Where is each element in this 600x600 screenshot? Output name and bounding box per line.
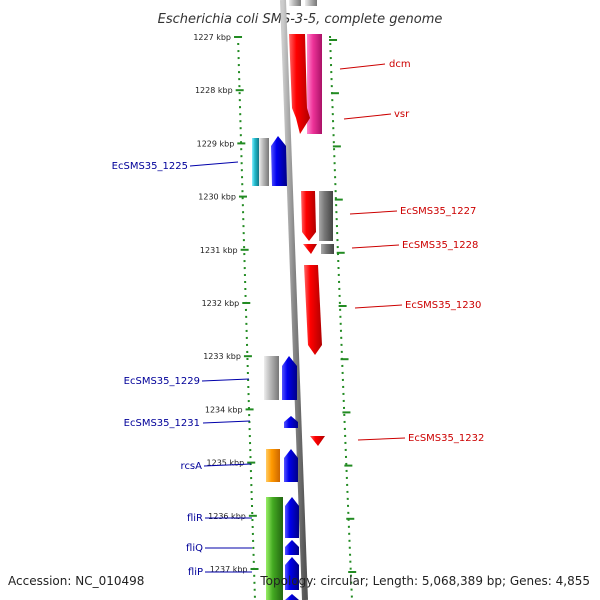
ruler-tick-label: 1230 kbp: [198, 193, 236, 202]
feature-fliR[interactable]: [285, 497, 299, 538]
ruler-tick-label: 1231 kbp: [200, 246, 238, 255]
feature-next[interactable]: [285, 594, 299, 600]
feature-1229[interactable]: [282, 356, 297, 400]
ruler-tick-label: 1235 kbp: [207, 459, 245, 468]
reverse-labels-lines: [189, 161, 252, 573]
forward-labels: [339, 63, 406, 441]
label-fliR: fliR: [187, 513, 203, 524]
label-dcm: dcm: [389, 59, 411, 70]
feature-1230[interactable]: [304, 265, 322, 355]
cog-1225-cyan: [252, 138, 259, 186]
label-vsr: vsr: [394, 109, 410, 120]
label-1232: EcSMS35_1232: [408, 433, 484, 444]
feature-1231[interactable]: [284, 416, 298, 428]
label-1225: EcSMS35_1225: [112, 161, 188, 172]
label-fliP: fliP: [188, 567, 203, 578]
cog-1229: [264, 356, 279, 400]
ruler-tick-label: 1237 kbp: [210, 565, 248, 574]
topology-text: Topology: circular; Length: 5,068,389 bp…: [260, 574, 590, 588]
forward-features: [289, 0, 334, 446]
label-1228: EcSMS35_1228: [402, 240, 478, 251]
feature-rcsA[interactable]: [284, 449, 298, 482]
label-rcsA: rcsA: [181, 461, 203, 472]
feature-fliP[interactable]: [285, 557, 299, 590]
ruler-tick-label: 1228 kbp: [195, 86, 233, 95]
feature-1228[interactable]: [303, 244, 317, 254]
cog-dcm: [307, 34, 322, 134]
feature-top-gray-2: [305, 0, 317, 6]
cog-fli: [266, 497, 283, 600]
ruler-tick-label: 1227 kbp: [193, 33, 231, 42]
feature-1225[interactable]: [271, 136, 287, 186]
label-fliQ: fliQ: [186, 543, 203, 554]
feature-1227[interactable]: [301, 191, 316, 241]
feature-fliQ[interactable]: [285, 540, 299, 555]
map-title: Escherichia coli SMS-3-5, complete genom…: [158, 12, 443, 27]
label-1231: EcSMS35_1231: [124, 418, 200, 429]
feature-top-gray: [289, 0, 301, 6]
ruler-ticks: 1227 kbp 1228 kbp 1229 kbp 1230 kbp 1231 kbp…: [193, 33, 357, 574]
cog-1228: [321, 244, 334, 254]
ruler-track: [237, 35, 353, 600]
accession-text: Accession: NC_010498: [8, 574, 145, 588]
cog-1225-gray: [259, 138, 269, 186]
label-1229: EcSMS35_1229: [124, 376, 200, 387]
ruler-tick-label: 1234 kbp: [205, 405, 243, 414]
cog-rcsA: [266, 449, 280, 482]
label-1227: EcSMS35_1227: [400, 206, 476, 217]
ruler-tick-label: 1233 kbp: [203, 352, 241, 361]
genome-backbone: [280, 0, 308, 600]
cog-1227: [319, 191, 333, 241]
reverse-features: [252, 136, 299, 600]
label-1230: EcSMS35_1230: [405, 300, 481, 311]
ruler-tick-label: 1236 kbp: [208, 512, 246, 521]
feature-dcm[interactable]: [289, 34, 310, 134]
feature-1232[interactable]: [310, 436, 325, 446]
ruler-tick-label: 1229 kbp: [197, 139, 235, 148]
ruler-tick-label: 1232 kbp: [202, 299, 240, 308]
